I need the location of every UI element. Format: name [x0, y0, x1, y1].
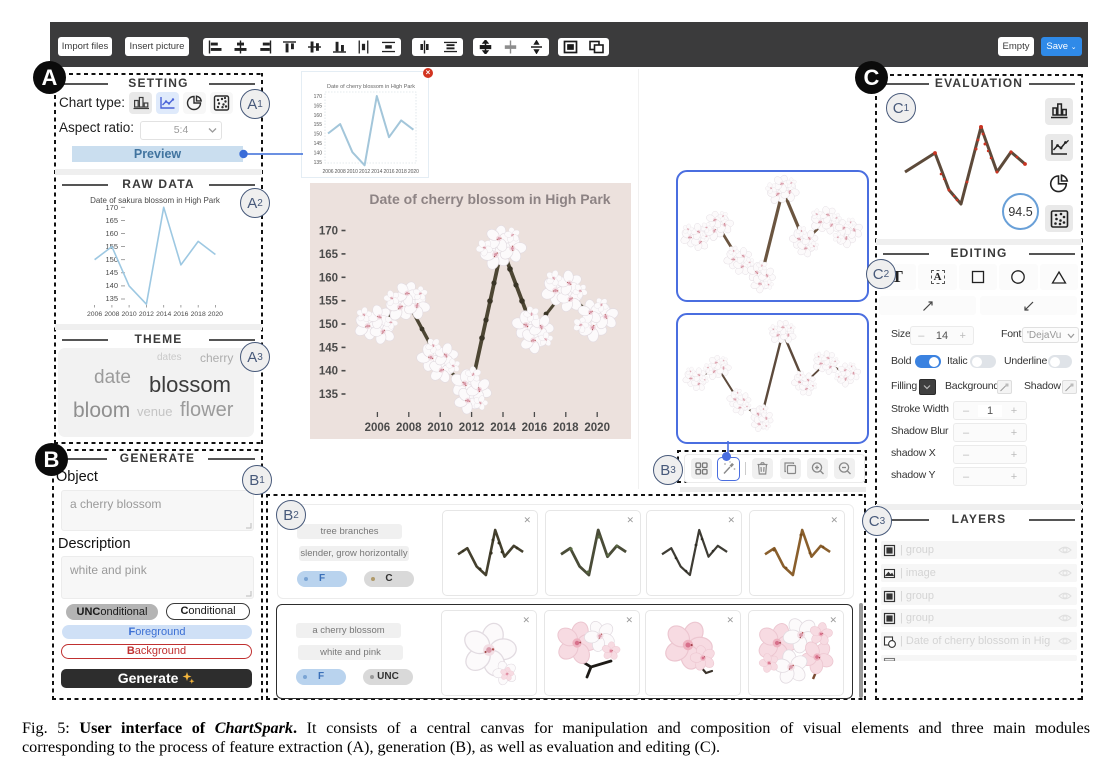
svg-text:170: 170 — [319, 226, 338, 238]
svg-text:2020: 2020 — [584, 422, 610, 434]
svg-text:2010: 2010 — [427, 422, 453, 434]
svg-text:145: 145 — [105, 268, 118, 277]
svg-text:Date of cherry blossom in High: Date of cherry blossom in High Park — [327, 84, 415, 90]
svg-text:Date of sakura blossom in High: Date of sakura blossom in High Park — [90, 196, 221, 205]
svg-text:2014: 2014 — [156, 311, 171, 318]
svg-text:155: 155 — [319, 296, 339, 308]
svg-text:2020: 2020 — [208, 311, 223, 318]
svg-text:160: 160 — [105, 229, 118, 238]
svg-text:160: 160 — [314, 113, 323, 119]
svg-text:145: 145 — [319, 342, 339, 354]
svg-text:2010: 2010 — [347, 169, 358, 175]
svg-text:140: 140 — [105, 281, 118, 290]
svg-text:170: 170 — [105, 203, 118, 212]
svg-text:155: 155 — [314, 122, 323, 128]
svg-text:2020: 2020 — [408, 169, 419, 175]
svg-text:2016: 2016 — [173, 311, 188, 318]
svg-text:2012: 2012 — [459, 422, 485, 434]
svg-text:145: 145 — [314, 141, 323, 147]
svg-text:2012: 2012 — [139, 311, 154, 318]
svg-text:2008: 2008 — [104, 311, 119, 318]
svg-text:2016: 2016 — [522, 422, 548, 434]
svg-text:2006: 2006 — [87, 311, 102, 318]
svg-text:135: 135 — [314, 160, 323, 166]
svg-text:170: 170 — [314, 94, 323, 100]
svg-text:2014: 2014 — [371, 169, 382, 175]
svg-text:165: 165 — [319, 249, 339, 261]
svg-text:165: 165 — [314, 103, 323, 109]
svg-text:2008: 2008 — [335, 169, 346, 175]
svg-text:2008: 2008 — [396, 422, 422, 434]
svg-text:2016: 2016 — [383, 169, 394, 175]
svg-text:2012: 2012 — [359, 169, 370, 175]
svg-text:2014: 2014 — [490, 422, 516, 434]
svg-text:165: 165 — [105, 216, 118, 225]
svg-text:150: 150 — [105, 255, 118, 264]
svg-text:2006: 2006 — [322, 169, 333, 175]
svg-text:2018: 2018 — [191, 311, 206, 318]
svg-text:2018: 2018 — [553, 422, 579, 434]
svg-text:135: 135 — [319, 389, 339, 401]
svg-text:140: 140 — [314, 150, 323, 156]
svg-text:2018: 2018 — [396, 169, 407, 175]
svg-text:150: 150 — [314, 132, 323, 138]
svg-text:150: 150 — [319, 319, 338, 331]
svg-text:2010: 2010 — [122, 311, 137, 318]
svg-text:135: 135 — [105, 294, 118, 303]
svg-text:160: 160 — [319, 272, 338, 284]
svg-text:2006: 2006 — [365, 422, 391, 434]
svg-text:140: 140 — [319, 366, 338, 378]
